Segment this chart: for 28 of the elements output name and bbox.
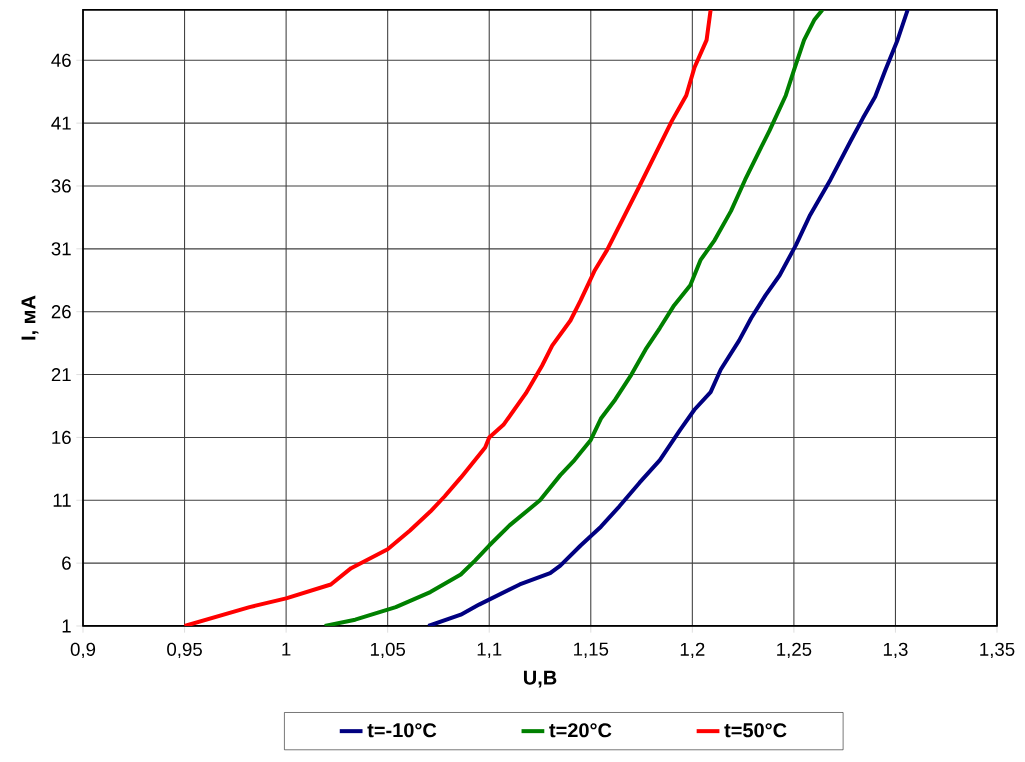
y-axis-title: I, мА	[21, 295, 39, 340]
x-tick-label: 1	[282, 642, 291, 656]
x-tick-label: 1,35	[980, 642, 1015, 659]
line-series	[426, 9, 910, 626]
x-tick-label: 1,25	[777, 642, 812, 659]
y-tick-label: 36	[51, 179, 71, 193]
line-series	[182, 9, 713, 626]
y-tick-label: 1	[62, 619, 71, 633]
line-series	[322, 9, 825, 626]
y-tick-label: 46	[51, 53, 71, 67]
x-tick-label: 1,3	[883, 642, 908, 659]
x-tick-label: 1,15	[574, 642, 609, 658]
legend-label: t=20°C	[549, 723, 612, 738]
y-tick-label: 11	[53, 493, 71, 507]
legend-label: t=-10°C	[367, 723, 437, 738]
x-tick-label: 0,95	[167, 642, 202, 659]
y-tick-label: 31	[51, 242, 71, 256]
y-tick-label: 21	[51, 368, 71, 382]
x-tick-label: 1,2	[680, 642, 705, 659]
y-tick-label: 41	[51, 116, 71, 130]
y-tick-label: 6	[62, 556, 71, 570]
x-axis-title: U,В	[523, 670, 557, 688]
x-tick-label: 1,05	[370, 642, 406, 659]
x-tick-label: 1,1	[477, 642, 502, 658]
x-tick-label: 0,9	[70, 642, 96, 659]
y-tick-label: 16	[52, 430, 71, 445]
y-tick-label: 26	[51, 305, 71, 319]
legend-label: t=50°C	[724, 723, 787, 738]
